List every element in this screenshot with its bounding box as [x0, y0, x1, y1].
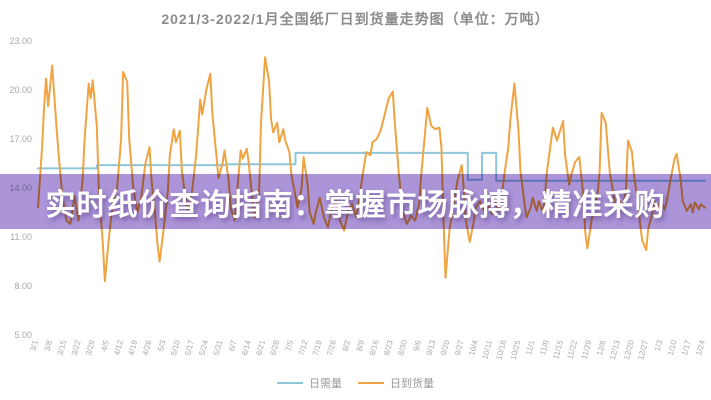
- svg-text:3/22: 3/22: [70, 339, 83, 357]
- banner-background: [0, 174, 711, 229]
- svg-text:3/1: 3/1: [28, 339, 40, 353]
- svg-text:9/27: 9/27: [453, 339, 466, 357]
- svg-text:3/8: 3/8: [43, 339, 55, 353]
- svg-text:5/17: 5/17: [183, 339, 196, 357]
- legend-item-daily-arrival: 日到货量: [358, 375, 434, 391]
- svg-text:23.00: 23.00: [9, 36, 32, 46]
- svg-text:5/24: 5/24: [198, 339, 211, 357]
- svg-text:12/27: 12/27: [636, 339, 650, 361]
- svg-text:6/28: 6/28: [269, 339, 282, 357]
- svg-text:4/19: 4/19: [127, 339, 140, 357]
- svg-text:11/15: 11/15: [551, 339, 565, 361]
- svg-text:1/17: 1/17: [680, 339, 693, 357]
- legend-item-daily-demand: 日需量: [277, 375, 342, 391]
- svg-text:9/6: 9/6: [412, 339, 424, 353]
- promo-banner-overlay: 实时纸价查询指南：掌握市场脉搏，精准采购: [0, 174, 711, 229]
- svg-text:10/4: 10/4: [467, 339, 480, 357]
- svg-text:11/1: 11/1: [524, 339, 537, 356]
- svg-text:5/31: 5/31: [212, 339, 225, 357]
- svg-text:1/3: 1/3: [653, 339, 665, 353]
- svg-text:5/10: 5/10: [169, 339, 182, 357]
- svg-text:12/6: 12/6: [595, 339, 608, 357]
- svg-text:9/20: 9/20: [439, 339, 452, 357]
- svg-text:8/23: 8/23: [382, 339, 395, 357]
- svg-text:6/7: 6/7: [227, 339, 239, 353]
- svg-text:3/15: 3/15: [56, 339, 69, 357]
- svg-text:5.00: 5.00: [14, 330, 32, 340]
- svg-text:8.00: 8.00: [14, 281, 32, 291]
- chart-legend: 日需量 日到货量: [0, 375, 711, 391]
- svg-text:10/11: 10/11: [480, 339, 494, 361]
- svg-text:20.00: 20.00: [9, 85, 32, 95]
- svg-text:12/13: 12/13: [608, 339, 622, 361]
- svg-text:11/8: 11/8: [538, 339, 551, 356]
- svg-text:9/13: 9/13: [425, 339, 438, 357]
- svg-text:4/5: 4/5: [99, 339, 111, 353]
- svg-text:7/19: 7/19: [311, 339, 324, 357]
- svg-text:7/12: 7/12: [297, 339, 310, 357]
- svg-text:4/12: 4/12: [112, 339, 125, 357]
- svg-text:11.00: 11.00: [10, 232, 32, 242]
- daily-arrival-line-swatch: [358, 382, 384, 384]
- svg-text:1/24: 1/24: [694, 339, 707, 357]
- svg-text:10/18: 10/18: [494, 339, 508, 361]
- legend-label-daily-arrival: 日到货量: [390, 378, 434, 390]
- svg-text:8/30: 8/30: [396, 339, 409, 357]
- svg-text:6/21: 6/21: [254, 339, 267, 357]
- svg-text:7/26: 7/26: [325, 339, 338, 357]
- svg-text:10/25: 10/25: [509, 339, 523, 361]
- svg-text:1/10: 1/10: [666, 339, 679, 357]
- svg-text:17.00: 17.00: [9, 134, 32, 144]
- svg-text:12/20: 12/20: [622, 339, 636, 361]
- svg-text:11/22: 11/22: [566, 339, 580, 361]
- banner-title: 实时纸价查询指南：掌握市场脉搏，精准采购: [45, 188, 666, 222]
- svg-text:8/2: 8/2: [341, 339, 353, 353]
- svg-text:11/29: 11/29: [580, 339, 594, 361]
- svg-text:8/16: 8/16: [368, 339, 381, 357]
- daily-demand-line-swatch: [277, 382, 303, 384]
- svg-text:3/29: 3/29: [84, 339, 97, 357]
- svg-text:6/14: 6/14: [240, 339, 253, 357]
- svg-text:7/5: 7/5: [284, 339, 296, 353]
- svg-text:5/3: 5/3: [156, 339, 168, 353]
- svg-text:8/9: 8/9: [355, 339, 367, 353]
- svg-text:4/26: 4/26: [141, 339, 154, 357]
- chart-title: 2021/3-2022/1月全国纸厂日到货量走势图（单位：万吨）: [161, 11, 550, 27]
- legend-label-daily-demand: 日需量: [309, 378, 342, 390]
